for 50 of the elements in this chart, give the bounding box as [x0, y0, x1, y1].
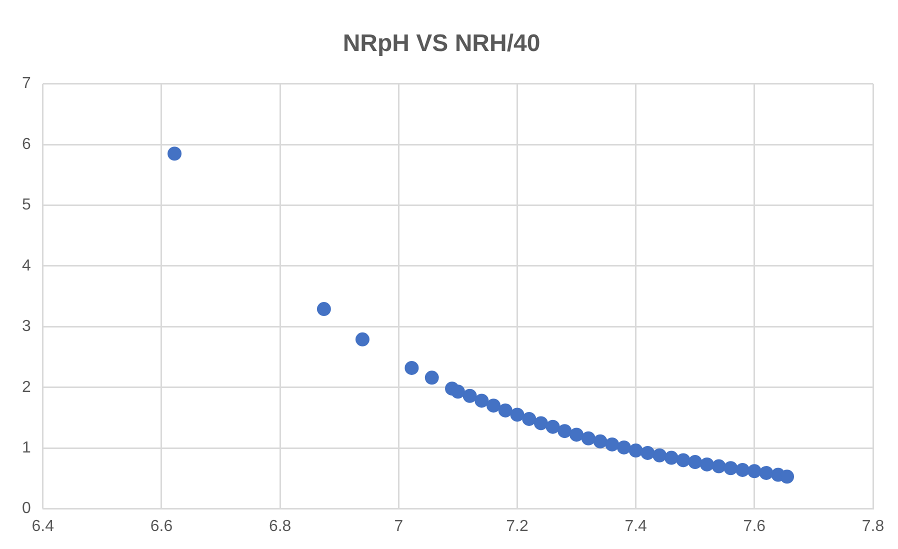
x-tick-label: 7	[394, 518, 404, 535]
point	[676, 453, 690, 468]
point	[605, 437, 620, 452]
y-tick-label: 4	[22, 257, 31, 274]
point	[581, 431, 596, 446]
point	[640, 446, 655, 460]
y-tick-label: 0	[22, 500, 31, 518]
point	[424, 370, 439, 385]
point	[780, 470, 794, 484]
x-tick-label: 7.8	[862, 518, 884, 535]
point	[628, 444, 643, 458]
point	[712, 459, 726, 474]
point	[404, 360, 419, 375]
point	[522, 412, 536, 426]
point	[450, 384, 465, 399]
y-tick-label: 1	[22, 439, 31, 456]
point	[168, 146, 182, 161]
point	[534, 416, 548, 430]
point	[355, 332, 370, 346]
x-tick-label: 7.6	[743, 518, 766, 535]
point	[736, 462, 750, 477]
point	[316, 302, 331, 316]
y-tick-label: 5	[22, 196, 31, 214]
point	[700, 457, 714, 472]
point	[474, 394, 489, 408]
y-tick-label: 7	[22, 75, 31, 92]
point	[616, 440, 631, 454]
point	[546, 420, 560, 434]
y-tick-label: 2	[22, 378, 31, 396]
point	[688, 455, 702, 470]
x-tick-label: 6.8	[268, 518, 292, 535]
point	[558, 424, 572, 438]
point	[652, 448, 667, 462]
y-tick-label: 6	[22, 136, 31, 153]
point	[510, 408, 524, 422]
x-tick-label: 6.6	[150, 518, 173, 535]
point	[724, 461, 738, 476]
x-tick-label: 7.4	[624, 518, 648, 535]
x-tick-label: 7.2	[506, 518, 528, 535]
x-tick-label: 6.4	[32, 518, 54, 535]
point	[486, 398, 501, 413]
point	[498, 403, 512, 418]
point	[593, 434, 608, 448]
chart-title: NRpH VS NRH/40	[342, 30, 540, 58]
point	[664, 450, 678, 465]
y-tick-label: 3	[22, 318, 31, 336]
point	[570, 428, 584, 442]
point	[462, 388, 477, 403]
point	[747, 464, 762, 478]
point	[759, 466, 774, 480]
